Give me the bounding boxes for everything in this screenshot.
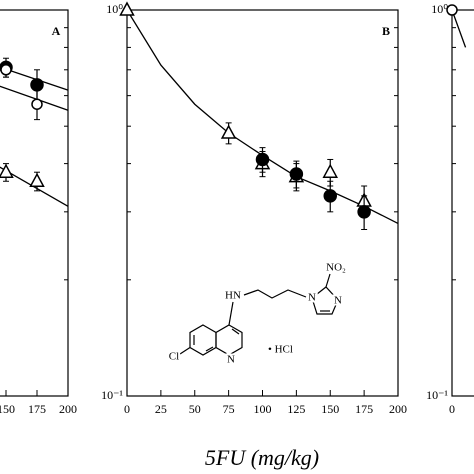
panel-label: B	[382, 24, 390, 38]
panel: 0 25 50 75 100 125 150 175 200 10⁰ 10⁻¹ B	[101, 1, 407, 416]
y-tick-label: 10⁻¹	[426, 388, 448, 402]
x-tick-label: 200	[59, 402, 77, 416]
panel: 0 10⁰ 10⁻¹	[426, 2, 474, 416]
chloro-label: Cl	[169, 351, 179, 363]
bond	[325, 273, 331, 288]
x-tick-label: 200	[389, 402, 407, 416]
chain	[243, 289, 307, 299]
quinoline-n-label: N	[227, 354, 235, 366]
imidazole-n-label: N	[308, 292, 316, 304]
x-tick-label: 0	[449, 402, 455, 416]
bond	[231, 328, 240, 335]
marker	[446, 4, 458, 16]
bond	[205, 346, 214, 352]
x-tick-label: 100	[254, 402, 272, 416]
marker	[0, 163, 14, 178]
marker	[30, 78, 44, 92]
plot-frame	[451, 9, 474, 397]
marker	[31, 98, 43, 110]
marker	[289, 167, 304, 181]
y-tick-label: 10⁻¹	[101, 388, 123, 402]
x-tick-label: 175	[28, 402, 46, 416]
marker	[119, 1, 135, 16]
fit-line	[126, 9, 399, 224]
marker	[29, 172, 45, 188]
panel-label: A	[52, 24, 61, 38]
x-tick-label: 150	[0, 402, 15, 416]
chemical-structure	[179, 273, 339, 356]
marker	[255, 152, 270, 167]
pyridine-ring	[215, 324, 243, 356]
imidazole-ring	[311, 286, 339, 315]
imidazole-n-label: N	[334, 295, 342, 307]
x-tick-label: 150	[321, 402, 339, 416]
salt-label: • HCl	[268, 344, 293, 356]
fit-line	[0, 85, 69, 111]
x-tick-label: 175	[355, 402, 373, 416]
bond	[179, 346, 191, 355]
marker	[357, 205, 371, 219]
bond	[228, 301, 234, 326]
nitro-label: NO₂	[326, 262, 346, 274]
x-tick-label: 50	[189, 402, 201, 416]
marker	[323, 189, 337, 203]
x-tick-label: 75	[223, 402, 235, 416]
panel: 150 175 200 A	[0, 9, 77, 416]
x-tick-label: 25	[155, 402, 167, 416]
x-axis-label: 5FU (mg/kg)	[205, 445, 319, 470]
amine-label: HN	[225, 290, 241, 302]
fit-line	[451, 9, 467, 48]
y-tick-label: 10⁰	[431, 2, 448, 16]
marker	[220, 124, 237, 139]
x-tick-label: 125	[287, 402, 305, 416]
x-tick-label: 0	[124, 402, 130, 416]
marker	[0, 64, 12, 76]
y-tick-label: 10⁰	[106, 2, 123, 16]
plot-frame	[0, 9, 69, 397]
marker	[322, 163, 339, 178]
